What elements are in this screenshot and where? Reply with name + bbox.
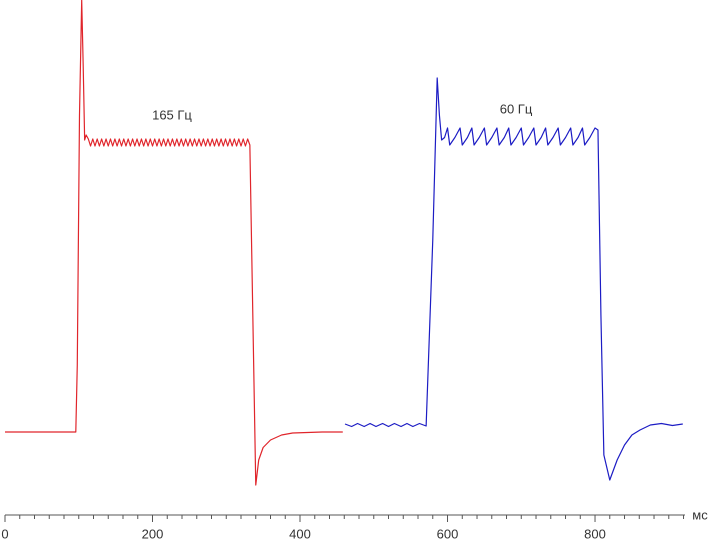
x-tick-label: 600: [437, 526, 459, 541]
x-tick-label: 200: [142, 526, 164, 541]
series-label: 165 Гц: [152, 107, 192, 122]
series-line: [5, 0, 343, 486]
x-axis-label: мс: [692, 507, 708, 522]
series-label: 60 Гц: [500, 101, 533, 116]
series-line: [344, 77, 683, 481]
x-tick-label: 400: [289, 526, 311, 541]
x-tick-label: 0: [1, 526, 8, 541]
x-tick-label: 800: [584, 526, 606, 541]
